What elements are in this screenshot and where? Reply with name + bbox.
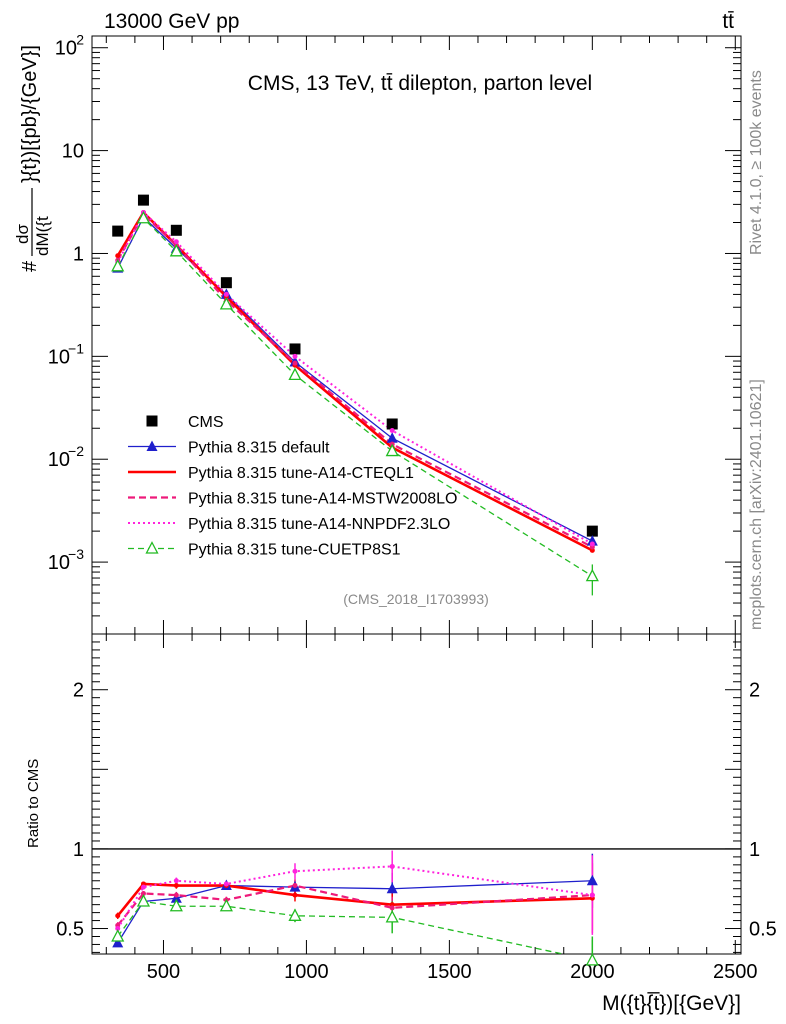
series-1-marker [386, 432, 398, 443]
legend-label-1: Pythia 8.315 default [188, 440, 330, 457]
y-tick-label: 10 [62, 141, 84, 163]
watermark: (CMS_2018_I1703993) [343, 591, 489, 607]
y-tick-label: 10 [55, 38, 77, 60]
header-right: tt̄ [722, 10, 734, 33]
ratio-y-tick-label: 1 [73, 839, 84, 861]
ratio-y-tick-label-right: 2 [749, 680, 760, 702]
series-0-marker [170, 224, 182, 236]
ratio-y-tick-label: 2 [73, 680, 84, 702]
ylabel-prefix: # [19, 260, 41, 272]
y-tick-label: 1 [73, 243, 84, 265]
ratio-ylabel: Ratio to CMS [25, 759, 42, 848]
x-tick-label: 2500 [713, 961, 758, 983]
ylabel-tail: }{t})[{pb}/{GeV}] [19, 45, 41, 183]
series-5-marker [385, 443, 399, 457]
y-tick-exponent: −1 [68, 340, 84, 356]
series-5-marker [219, 296, 233, 310]
ylabel-den: dM({t [33, 216, 52, 256]
series-1-ratio-marker [386, 882, 398, 894]
series-0-marker [586, 525, 598, 537]
y-tick-label: 10 [48, 346, 70, 368]
legend-label-4: Pythia 8.315 tune-A14-NNPDF2.3LO [188, 516, 450, 533]
series-1-marker [586, 535, 598, 546]
series-4-marker [223, 291, 229, 297]
series-4-marker [173, 239, 179, 245]
main-series-group [116, 210, 593, 596]
series-2-ratio-marker [115, 913, 121, 919]
series-5-ratio-line [117, 900, 566, 954]
series-3-ratio-marker [292, 883, 298, 889]
series-4-ratio-marker [589, 892, 595, 898]
x-axis-label: M({t}{̅t})[{GeV}] [602, 992, 741, 1015]
series-0-marker [289, 343, 301, 355]
series-1-ratio-marker [586, 874, 598, 886]
series-5-marker [169, 243, 183, 257]
legend-label-0: CMS [188, 414, 224, 431]
y-tick-exponent: −2 [68, 443, 84, 459]
series-4-ratio-marker [173, 878, 179, 884]
series-4-ratio-line [116, 865, 593, 930]
series-5-ratio-marker [111, 929, 125, 942]
series-5-marker [136, 210, 151, 224]
series-4-ratio-marker [292, 868, 298, 874]
ratio-y-tick-label-right: 0.5 [749, 919, 777, 941]
series-5-ratio-marker [136, 894, 151, 907]
series-1-ratio-line [117, 880, 593, 944]
ratio-y-tick-label: 0.5 [56, 919, 84, 941]
legend-label-3: Pythia 8.315 tune-A14-MSTW2008LO [188, 491, 457, 508]
series-3-ratio-marker [173, 892, 179, 898]
ratio-plot-frame [91, 633, 742, 955]
rivet-label: Rivet 4.1.0, ≥ 100k events [748, 70, 765, 255]
y-tick-exponent: −3 [68, 546, 84, 562]
series-4-ratio-marker [115, 926, 121, 932]
legend-marker-1 [146, 440, 158, 451]
series-3-ratio-line [116, 884, 593, 927]
series-5-ratio-marker [585, 952, 599, 966]
x-tick-label: 2000 [570, 961, 615, 983]
legend-label-5: Pythia 8.315 tune-CUETP8S1 [188, 542, 401, 559]
ratio-y-tick-label-right: 1 [749, 839, 760, 861]
series-0-marker [112, 225, 124, 237]
series-5-ratio-marker [219, 898, 233, 912]
series-5-ratio-marker [169, 898, 183, 912]
series-3-ratio-marker [140, 891, 146, 897]
series-4-ratio-marker [223, 881, 229, 887]
chart-title: CMS, 13 TeV, tt̄ dilepton, parton level [248, 72, 592, 95]
series-4-marker [389, 428, 395, 434]
series-4-ratio-marker [140, 884, 146, 890]
x-tick-label: 1000 [284, 961, 329, 983]
mcplots-label: mcplots.cern.ch [arXiv:2401.10621] [748, 379, 765, 630]
series-0-marker [220, 277, 232, 289]
series-0-marker [137, 194, 149, 206]
series-5-ratio-marker [288, 908, 302, 921]
series-1-ratio-marker [112, 936, 124, 948]
series-0-marker [386, 418, 398, 430]
ylabel-num: dσ [13, 224, 32, 244]
series-4-ratio-marker [389, 863, 395, 869]
legend-label-2: Pythia 8.315 tune-A14-CTEQL1 [188, 465, 414, 482]
series-5-marker [585, 568, 599, 582]
ratio-series-group [116, 850, 594, 954]
series-5-ratio-marker [385, 909, 399, 923]
series-5-marker [288, 367, 302, 381]
series-3-marker [292, 360, 298, 366]
y-tick-label: 10 [48, 552, 70, 574]
x-tick-label: 1500 [427, 961, 472, 983]
legend-marker-0 [146, 415, 158, 427]
series-4-marker [589, 541, 595, 547]
series-3-ratio-marker [389, 905, 395, 911]
series-2-marker [115, 253, 121, 259]
y-tick-label: 10 [48, 449, 70, 471]
main-ylabel: # dσ dM({t }{t})[{pb}/{GeV}] [13, 45, 52, 272]
series-2-ratio-marker [292, 892, 298, 898]
y-tick-exponent: 2 [76, 32, 84, 48]
header-left: 13000 GeV pp [104, 10, 239, 33]
series-2-ratio-marker [173, 883, 179, 889]
series-5-marker [111, 258, 125, 272]
legend-marker-5 [145, 541, 159, 554]
x-tick-label: 500 [147, 961, 180, 983]
series-4-marker [292, 353, 298, 359]
